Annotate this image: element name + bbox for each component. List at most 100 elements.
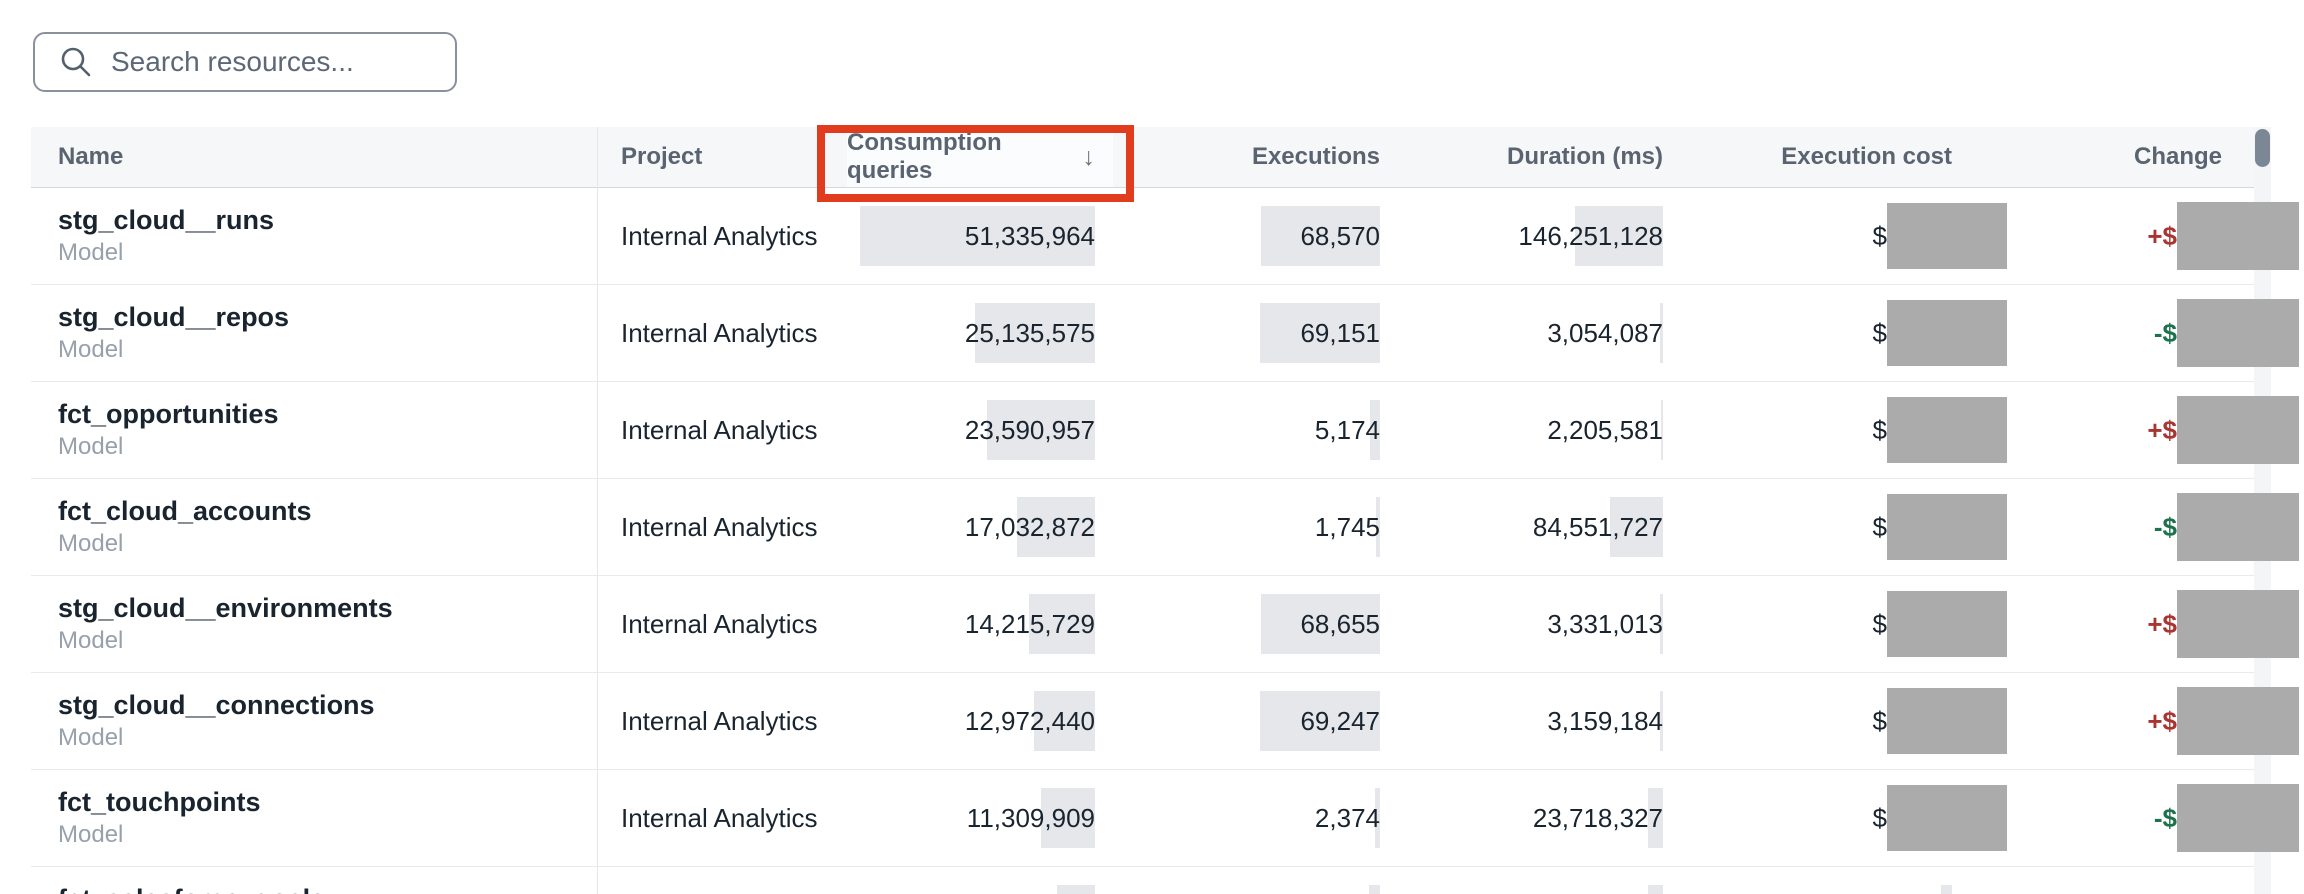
resource-name[interactable]: stg_cloud__environments	[58, 593, 393, 623]
duration-value: 3,331,013	[1547, 608, 1663, 639]
cell-name: stg_cloud__environments Model	[31, 576, 597, 672]
search-box	[33, 32, 457, 92]
redacted-change-value	[2177, 396, 2299, 464]
column-header-executions[interactable]: Executions	[1113, 127, 1398, 187]
duration-value-bar	[1648, 885, 1663, 894]
table-row[interactable]: fct_opportunities Model Internal Analytics…	[31, 382, 2299, 479]
cell-executions: 69,151	[1113, 285, 1398, 381]
cell-project: Internal Analytics	[597, 188, 847, 284]
column-header-project[interactable]: Project	[597, 127, 847, 187]
redacted-change-value	[2177, 784, 2299, 852]
redacted-cost-value	[1887, 203, 2007, 269]
resource-name[interactable]: fct_cloud_accounts	[58, 496, 312, 526]
column-header-name[interactable]: Name	[31, 127, 597, 187]
change-sign: -$	[2153, 511, 2177, 542]
cell-executions	[1113, 867, 1398, 894]
cell-name: stg_cloud__connections Model	[31, 673, 597, 769]
resource-name[interactable]: fct_salesforce_goals	[58, 881, 597, 894]
table-row[interactable]: stg_cloud__repos Model Internal Analytics 2…	[31, 285, 2299, 382]
resource-type: Model	[58, 724, 124, 751]
executions-value-bar	[1260, 303, 1380, 363]
column-header-duration[interactable]: Duration (ms)	[1398, 127, 1681, 187]
project-name: Internal Analytics	[621, 414, 818, 445]
cell-project: Internal Analytics	[597, 382, 847, 478]
cell-project: Internal Analytics	[597, 285, 847, 381]
project-name: Internal Analytics	[621, 608, 818, 639]
currency-symbol: $	[1872, 802, 1887, 833]
cell-consumption: 25,135,575	[847, 285, 1113, 381]
duration-value-bar	[1660, 594, 1663, 654]
column-divider	[597, 127, 598, 894]
column-label: Name	[58, 143, 124, 170]
cell-execution-cost: $	[1681, 770, 2007, 866]
executions-value: 69,247	[1300, 705, 1380, 736]
duration-value-bar	[1575, 206, 1663, 266]
table-row[interactable]: fct_salesforce_goals	[31, 867, 2254, 894]
project-name: Internal Analytics	[621, 705, 818, 736]
cell-name: stg_cloud__runs Model	[31, 188, 597, 284]
cell-consumption: 51,335,964	[847, 188, 1113, 284]
consumption-value: 51,335,964	[964, 220, 1095, 251]
consumption-value: 25,135,575	[964, 317, 1095, 348]
resource-name[interactable]: stg_cloud__runs	[58, 205, 275, 235]
cell-execution-cost: $	[1681, 188, 2007, 284]
cell-consumption: 23,590,957	[847, 382, 1113, 478]
consumption-value-bar	[1017, 497, 1095, 557]
resource-name[interactable]: fct_opportunities	[58, 399, 279, 429]
cell-change: +$	[1970, 382, 2299, 478]
cell-project: Internal Analytics	[597, 576, 847, 672]
currency-symbol: $	[1872, 608, 1887, 639]
cell-executions: 5,174	[1113, 382, 1398, 478]
executions-value: 1,745	[1314, 511, 1380, 542]
consumption-value: 11,309,909	[966, 802, 1095, 833]
table-row[interactable]: fct_cloud_accounts Model Internal Analytic…	[31, 479, 2299, 576]
cell-change: -$	[1970, 770, 2299, 866]
column-header-consumption[interactable]: Consumption queries ↓	[847, 127, 1113, 187]
column-header-change[interactable]: Change	[1970, 127, 2254, 187]
table-row[interactable]: stg_cloud__connections Model Internal Anal…	[31, 673, 2299, 770]
redacted-cost-value	[1887, 688, 2007, 754]
cell-execution-cost	[1681, 867, 1970, 894]
cell-duration: 3,331,013	[1398, 576, 1681, 672]
executions-value-bar	[1369, 885, 1380, 894]
project-name: Internal Analytics	[621, 511, 818, 542]
resource-type: Model	[58, 239, 124, 266]
consumption-value-bar	[1057, 885, 1095, 894]
redacted-cost-value	[1887, 591, 2007, 657]
change-sign: -$	[2153, 317, 2177, 348]
change-sign: +$	[2147, 414, 2177, 445]
column-header-cost[interactable]: Execution cost	[1681, 127, 1970, 187]
executions-value: 69,151	[1300, 317, 1380, 348]
consumption-value: 12,972,440	[964, 705, 1095, 736]
consumption-value: 17,032,872	[964, 511, 1095, 542]
cell-executions: 2,374	[1113, 770, 1398, 866]
cell-project: Internal Analytics	[597, 673, 847, 769]
scrollbar-thumb[interactable]	[2255, 129, 2270, 167]
executions-value-bar	[1260, 691, 1380, 751]
executions-value: 2,374	[1314, 802, 1380, 833]
cell-consumption: 12,972,440	[847, 673, 1113, 769]
cell-change: -$	[1970, 479, 2299, 575]
table-row[interactable]: stg_cloud__runs Model Internal Analytics 51…	[31, 188, 2299, 285]
column-label: Duration (ms)	[1507, 143, 1663, 170]
search-input[interactable]	[109, 45, 441, 79]
resource-name[interactable]: fct_touchpoints	[58, 787, 261, 817]
duration-value-bar	[1660, 303, 1663, 363]
consumption-value: 23,590,957	[964, 414, 1095, 445]
cell-consumption	[847, 867, 1113, 894]
cell-name: fct_touchpoints Model	[31, 770, 597, 866]
redacted-change-value	[2177, 687, 2299, 755]
consumption-value-bar	[1029, 594, 1095, 654]
table-row[interactable]: fct_touchpoints Model Internal Analytics 11…	[31, 770, 2299, 867]
table-row[interactable]: stg_cloud__environments Model Internal Ana…	[31, 576, 2299, 673]
column-label: Consumption queries	[847, 129, 1002, 184]
resource-name[interactable]: stg_cloud__connections	[58, 690, 375, 720]
resource-name[interactable]: stg_cloud__repos	[58, 302, 290, 332]
currency-symbol: $	[1872, 511, 1887, 542]
duration-value-bar	[1661, 400, 1663, 460]
redacted-cost-value	[1887, 300, 2007, 366]
redacted-cost-value	[1887, 494, 2007, 560]
duration-value-bar	[1648, 788, 1663, 848]
cell-executions: 69,247	[1113, 673, 1398, 769]
